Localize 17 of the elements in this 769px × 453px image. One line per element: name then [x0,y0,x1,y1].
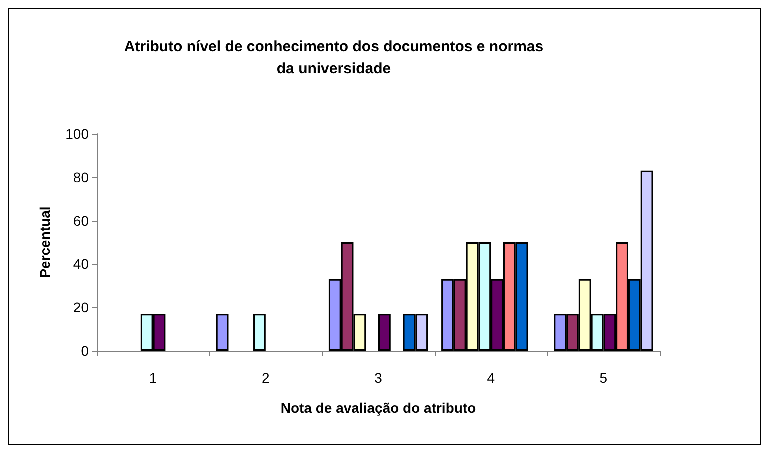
x-tick-label: 4 [487,370,496,386]
y-tick-label: 40 [73,256,90,272]
x-tick-label: 5 [600,370,608,386]
x-axis-title: Nota de avaliação do atributo [280,400,476,416]
y-tick-label: 100 [66,126,90,142]
y-axis-title: Percentual [37,206,53,278]
chart-title: Atributo nível de conhecimento dos documentos e normas da universidade [124,38,544,78]
x-tick-label: 1 [149,370,158,386]
y-tick-label: 0 [81,343,90,359]
x-tick-label: 2 [262,370,270,386]
x-tick-label: 3 [374,370,383,386]
bar [216,314,229,351]
bar [378,314,391,351]
y-tick-label: 80 [73,169,90,186]
y-tick-label: 60 [73,212,90,229]
y-tick-label: 20 [73,300,90,316]
bar [254,314,266,351]
